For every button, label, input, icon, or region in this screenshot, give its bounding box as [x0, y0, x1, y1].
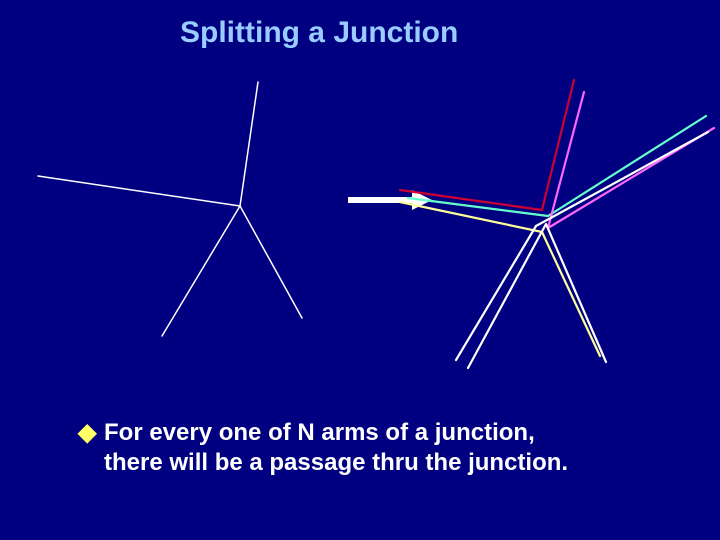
bullet-text-line1: For every one of N arms of a junction, [104, 419, 535, 446]
bullet-icon: ◆ [77, 419, 97, 446]
slide-root: Splitting a Junction ◆ For every one of … [0, 0, 720, 540]
bullet-text-line2: there will be a passage thru the junctio… [104, 449, 568, 476]
slide-svg: Splitting a Junction ◆ For every one of … [0, 0, 720, 540]
slide-title: Splitting a Junction [180, 16, 458, 49]
